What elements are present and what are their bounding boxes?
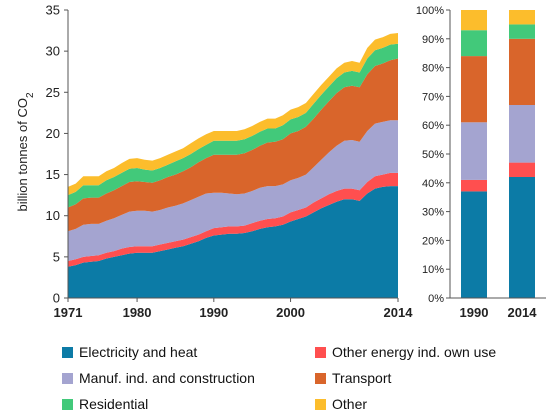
bar-y-tick-label: 50%: [422, 149, 444, 161]
bar-segment-1990-1: [461, 179, 487, 192]
y-axis-label-subscript: 2: [25, 92, 36, 98]
legend-label: Electricity and heat: [79, 344, 198, 360]
legend-swatch: [62, 372, 73, 384]
area-y-tick-label: 10: [46, 208, 60, 223]
legend-swatch: [62, 346, 73, 358]
bar-segment-2014-2: [509, 105, 535, 163]
bar-y-tick-label: 10%: [422, 264, 444, 276]
area-x-tick-label: 2014: [384, 305, 414, 320]
legend-item-other: Other: [315, 396, 367, 412]
legend-item-transport: Transport: [315, 370, 391, 386]
area-series-0: [68, 186, 398, 298]
area-y-tick-label: 0: [53, 291, 60, 306]
area-series-1: [68, 172, 398, 267]
legend-label: Manuf. ind. and construction: [79, 370, 255, 386]
bar-segment-2014-1: [509, 162, 535, 177]
bar-y-tick-label: 80%: [422, 63, 444, 75]
area-x-tick-label: 1990: [199, 305, 228, 320]
y-axis-label: billion tonnes of CO2: [15, 92, 36, 211]
bar-y-tick-label: 40%: [422, 178, 444, 190]
area-y-tick-label: 5: [53, 249, 60, 264]
charts-svg: 0 5 10 15 20 25 30 35 1971 1980 1990 2000 2014 1990 2…: [15, 3, 546, 321]
bar-segment-2014-3: [509, 38, 535, 105]
area-series-4: [68, 43, 398, 208]
bar-y-tick-label: 60%: [422, 120, 444, 132]
legend-swatch: [315, 346, 326, 358]
legend-item-residential: Residential: [62, 396, 148, 412]
area-series-2: [68, 120, 398, 261]
area-x-tick-label: 1971: [54, 305, 83, 320]
bar-segment-1990-0: [461, 191, 487, 298]
bar-y-tick-label: 20%: [422, 235, 444, 247]
legend-item-other-energy: Other energy ind. own use: [315, 344, 496, 360]
bar-y-tick-label: 90%: [422, 34, 444, 46]
bar-segment-1990-4: [461, 30, 487, 57]
legend-label: Other: [332, 396, 368, 412]
legend-label: Residential: [79, 396, 149, 412]
legend-swatch: [315, 372, 326, 384]
area-y-tick-label: 25: [46, 85, 60, 100]
percent-bar-chart: 1990 2014 0% 10% 20% 30% 40% 50% 60% 70% 80% 90% 100…: [416, 5, 546, 320]
legend-swatch: [62, 398, 73, 410]
bar-segment-1990-5: [461, 10, 487, 31]
area-x-tick-label: 2000: [276, 305, 305, 320]
bar-segment-1990-3: [461, 56, 487, 123]
bar-segment-1990-2: [461, 122, 487, 180]
bar-y-tick-label: 100%: [416, 5, 444, 17]
area-y-tick-label: 35: [46, 3, 60, 18]
area-series-3: [68, 58, 398, 232]
legend-label: Other energy ind. own use: [332, 344, 497, 360]
area-series-5: [68, 33, 398, 196]
legend-item-electricity: Electricity and heat: [62, 344, 197, 360]
bar-segment-2014-5: [509, 10, 535, 25]
legend-swatch: [315, 398, 326, 410]
area-y-tick-label: 15: [46, 167, 60, 182]
area-y-tick-label: 30: [46, 44, 60, 59]
bar-segment-2014-4: [509, 24, 535, 39]
bar-y-tick-label: 70%: [422, 91, 444, 103]
bar-x-tick-label: 2014: [508, 305, 538, 320]
legend-label: Transport: [332, 370, 392, 386]
bar-segment-2014-0: [509, 177, 535, 298]
legend-item-manuf: Manuf. ind. and construction: [62, 370, 255, 386]
area-y-tick-label: 20: [46, 126, 60, 141]
bar-y-tick-label: 30%: [422, 207, 444, 219]
area-chart: 0 5 10 15 20 25 30 35 1971 1980 1990 2000 2014: [46, 3, 414, 321]
bar-x-tick-label: 1990: [460, 305, 489, 320]
bar-y-tick-label: 0%: [428, 293, 444, 305]
area-x-tick-label: 1980: [123, 305, 152, 320]
